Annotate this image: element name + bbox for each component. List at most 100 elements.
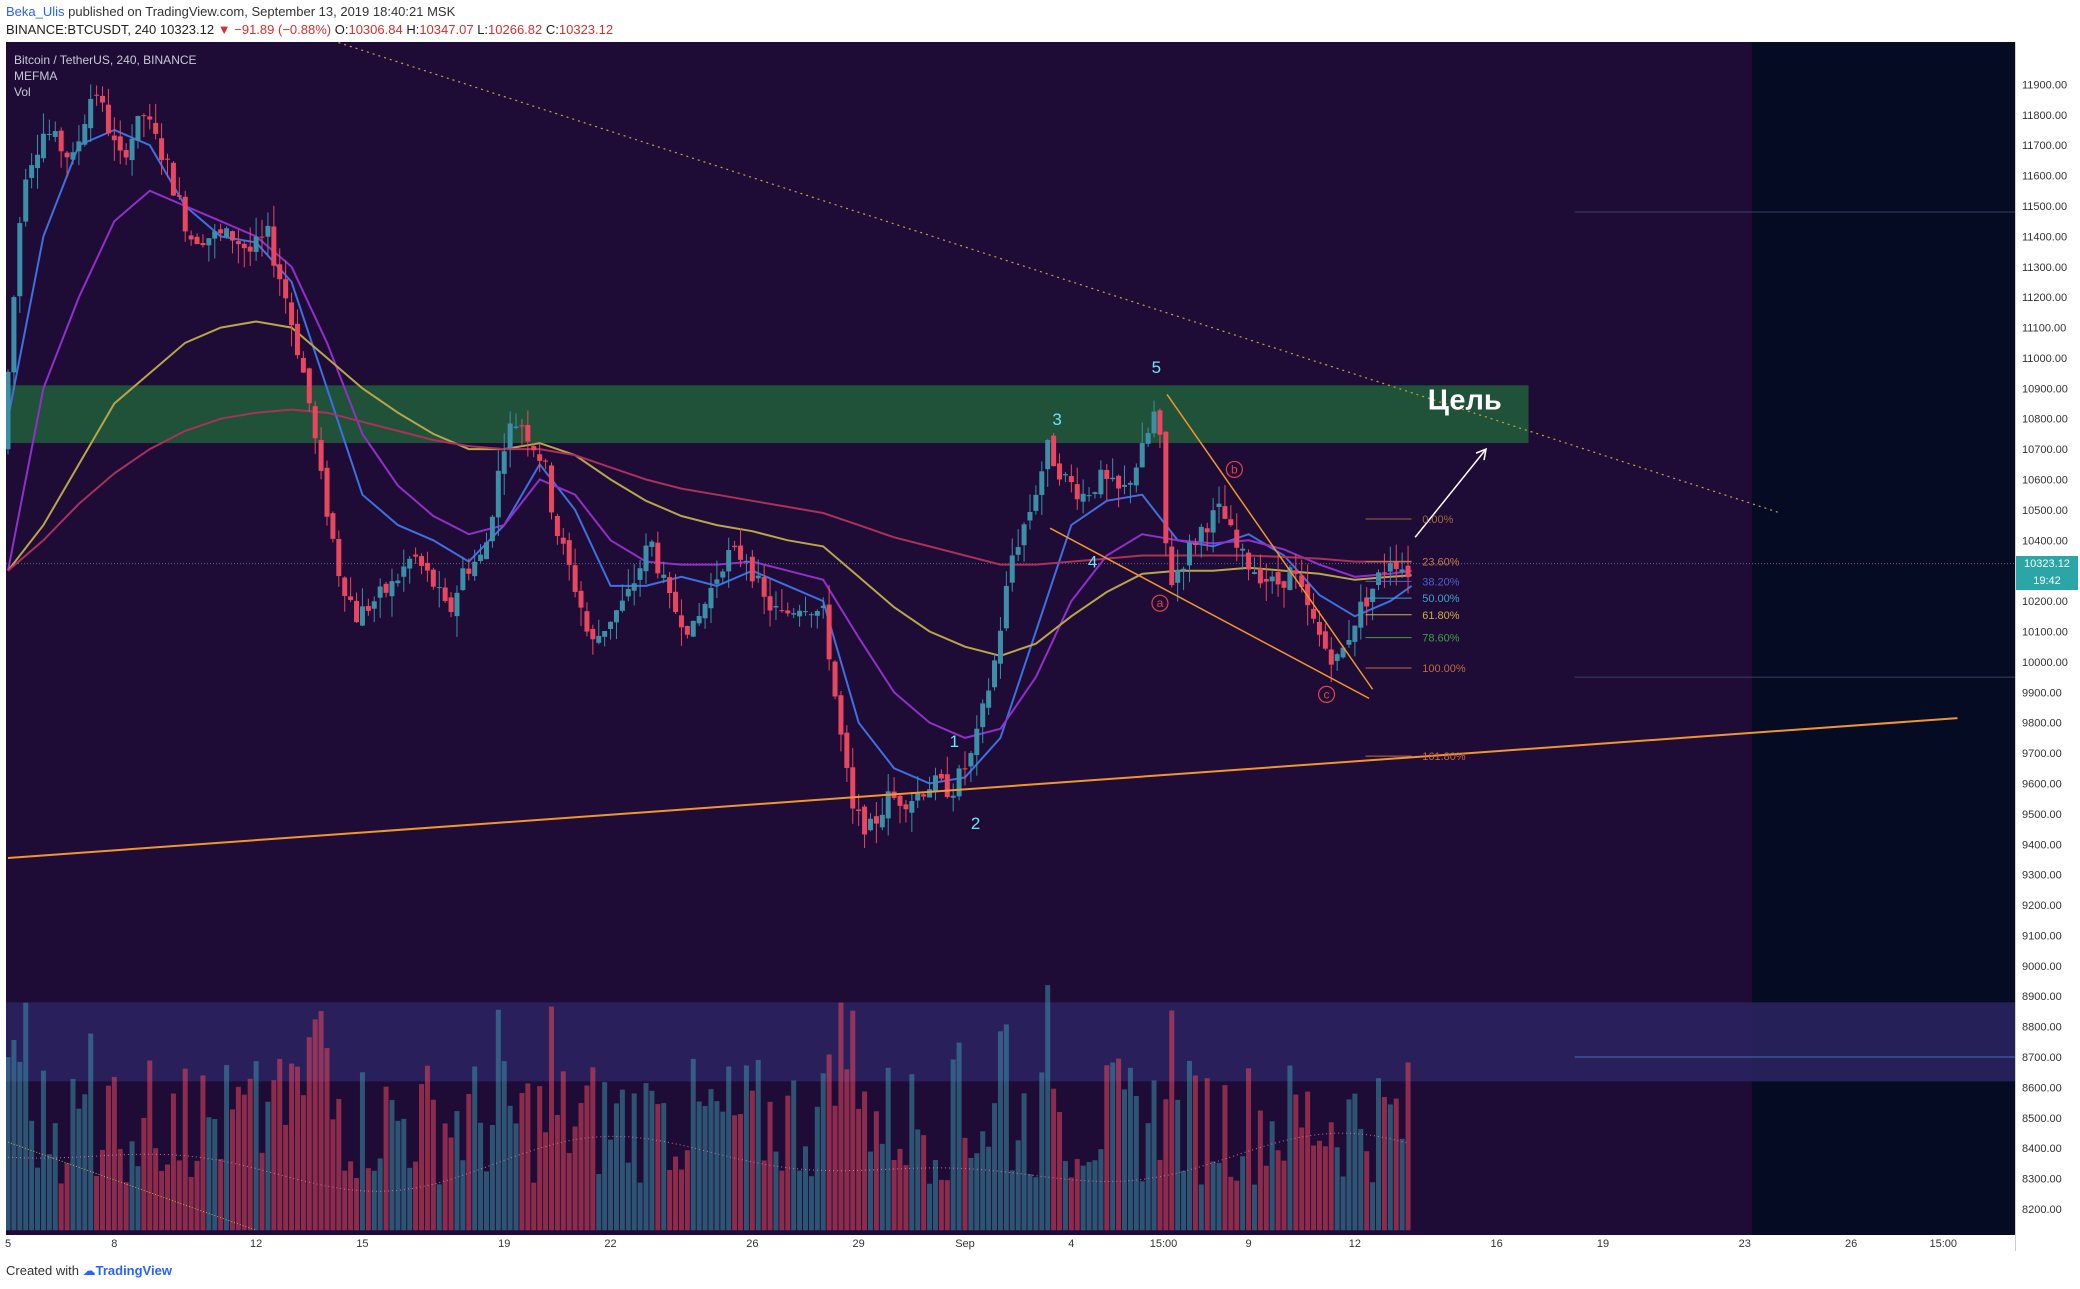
volume-bar [271, 1080, 277, 1231]
volume-bar [430, 1099, 436, 1231]
candle-body [117, 136, 123, 151]
candle-body [932, 775, 938, 792]
volume-bar [478, 1122, 484, 1231]
volume-bar [755, 1059, 761, 1231]
volume-bar [159, 1170, 165, 1231]
volume-bar [342, 1170, 348, 1231]
volume-bar [419, 1084, 425, 1231]
volume-bar [566, 1153, 572, 1231]
volume-bar [1393, 1098, 1399, 1231]
x-tick-label: 15:00 [1150, 1238, 1178, 1250]
volume-bar [1246, 1068, 1252, 1231]
low-value: 10266.82 [488, 22, 543, 37]
candle-body [1216, 503, 1222, 508]
y-tick-label: 9300.00 [2022, 870, 2062, 882]
candle-body [808, 614, 814, 616]
candle-body [407, 558, 413, 569]
volume-bar [1139, 1181, 1145, 1231]
volume-bar [714, 1101, 720, 1231]
candle-body [1387, 563, 1393, 572]
volume-bar [489, 1125, 495, 1231]
candle-body [903, 804, 909, 810]
candle-body [797, 610, 803, 617]
trendline-resistance-dotted [334, 42, 1781, 514]
candle-body [743, 560, 749, 562]
candle-body [40, 133, 46, 159]
volume-bar [1133, 1095, 1139, 1231]
volume-bar [507, 1105, 513, 1231]
volume-bar [992, 1103, 998, 1231]
candle-body [1311, 608, 1317, 619]
price-axis[interactable]: 11900.00 11800.00 11700.00 11600.00 11500.00… [2015, 42, 2080, 1251]
y-tick-label: 10500.00 [2022, 505, 2068, 517]
change-down-icon: ▼ [217, 22, 231, 37]
volume-bar [1116, 1058, 1122, 1231]
volume-bar [1198, 1184, 1204, 1231]
volume-bar [1216, 1162, 1222, 1231]
volume-bar [1204, 1078, 1210, 1231]
candle-body [554, 515, 560, 537]
symbol-label: BINANCE:BTCUSDT, 240 [6, 22, 157, 37]
volume-bar [543, 1132, 549, 1231]
volume-bar [170, 1093, 176, 1231]
volume-bar [135, 1166, 141, 1231]
fib-label: 23.60% [1422, 557, 1460, 569]
candle-body [826, 604, 832, 660]
wave-label-3: 3 [1052, 410, 1061, 429]
candle-body [88, 98, 94, 129]
volume-bar [1110, 1062, 1116, 1231]
volume-bar [1122, 1089, 1127, 1231]
candle-body [76, 141, 82, 152]
candle-body [283, 279, 289, 299]
volume-bar [560, 1071, 566, 1231]
x-tick-label: 4 [1068, 1238, 1074, 1250]
volume-bar [956, 1042, 962, 1231]
candle-body [968, 753, 974, 767]
legend-indicator-vol[interactable]: Vol [14, 85, 31, 99]
candle-body [543, 460, 549, 462]
price-chart-svg[interactable]: 0.00% 23.60% 38.20% 50.00% 61.80% 78.60% 100.0… [6, 42, 2015, 1251]
candle-body [430, 569, 436, 587]
candle-body [436, 587, 442, 589]
volume-bar [661, 1103, 667, 1231]
volume-bar [88, 1033, 94, 1231]
legend-indicator-mefma[interactable]: MEFMA [14, 69, 58, 83]
time-axis[interactable]: 5 8 12 15 19 22 26 29 Sep 4 15:00 9 12 16 19 23 26 15:00 [0, 1235, 2015, 1251]
candle-body [1110, 477, 1116, 480]
y-tick-label: 11700.00 [2022, 140, 2067, 152]
volume-bar [312, 1019, 318, 1231]
candle-body [312, 406, 318, 439]
candle-body [265, 225, 271, 237]
candle-body [501, 451, 507, 474]
candle-body [566, 540, 572, 565]
volume-bar [1275, 1150, 1281, 1231]
change-value: −91.89 (−0.88%) [234, 22, 332, 37]
volume-bar [525, 1083, 531, 1231]
volume-bar [1346, 1099, 1352, 1231]
volume-bar [537, 1086, 543, 1231]
candle-body [460, 568, 466, 590]
volume-bar [123, 1182, 129, 1231]
chart-area[interactable]: 0.00% 23.60% 38.20% 50.00% 61.80% 78.60% 100.0… [6, 42, 2015, 1251]
volume-bar [40, 1070, 46, 1231]
volume-bar [708, 1089, 714, 1231]
volume-bar [531, 1182, 537, 1231]
volume-bar [1228, 1176, 1234, 1231]
candle-body [862, 806, 868, 835]
volume-bar [962, 1137, 968, 1231]
y-tick-label: 11100.00 [2022, 323, 2066, 335]
candle-body [631, 583, 637, 591]
volume-bar [879, 1143, 885, 1231]
y-tick-label: 10200.00 [2022, 596, 2068, 608]
candle-body [70, 152, 76, 160]
tradingview-brand[interactable]: TradingView [95, 1263, 172, 1278]
author-link[interactable]: Beka_Ulis [6, 4, 65, 19]
candle-body [974, 728, 980, 756]
volume-bar [1305, 1091, 1311, 1231]
candle-body [188, 235, 194, 240]
candle-body [1376, 572, 1382, 586]
volume-bar [336, 1098, 342, 1231]
volume-bar [1169, 1010, 1175, 1231]
target-arrow-head-icon [1475, 447, 1488, 461]
wave-circle-a [1151, 594, 1169, 612]
